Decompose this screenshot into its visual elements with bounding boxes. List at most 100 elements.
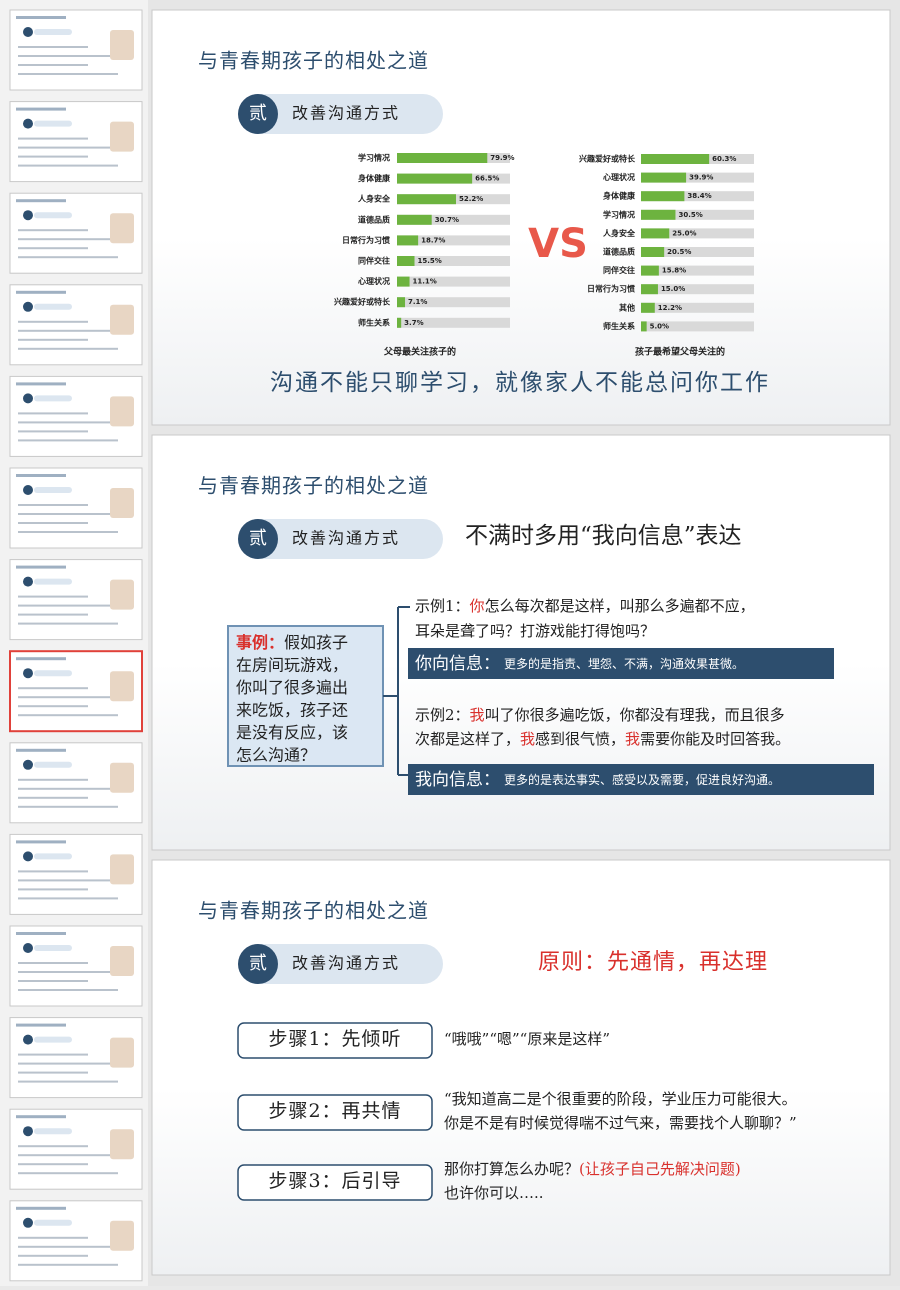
thumbnail-text-line <box>18 137 88 140</box>
thumbnail-text-line <box>18 714 118 717</box>
info-box <box>408 764 874 795</box>
slide-thumbnail[interactable] <box>9 1017 143 1099</box>
thumbnail-text-line <box>18 1145 88 1148</box>
thumbnail-badge <box>23 851 33 862</box>
bar <box>641 191 685 202</box>
category-label: 学习情况 <box>603 209 635 219</box>
thumbnail-pill <box>34 487 72 493</box>
thumbnail-badge <box>23 1217 33 1228</box>
thumbnail-text-line <box>18 73 118 75</box>
bar <box>641 321 647 332</box>
thumbnail-pill <box>34 761 72 768</box>
thumbnail-text-line <box>18 1254 88 1257</box>
step-text: “我知道高二是个很重要的阶段，学业压力可能很大。 <box>444 1090 797 1108</box>
bar-chart: 学习情况 79.9% 身体健康 66.5% 人身安全 52.2% 道德品质 30.7% 日常行为… <box>334 153 515 358</box>
bar <box>641 247 665 257</box>
bar-track <box>641 247 754 257</box>
thumbnail-badge <box>23 943 33 953</box>
step-box <box>237 1094 433 1131</box>
thumbnail-title-line <box>16 474 66 477</box>
value-label: 11.1% <box>413 278 437 286</box>
thumbnail-badge <box>23 1034 33 1045</box>
category-label: 其他 <box>619 302 635 312</box>
value-label: 15.0% <box>661 285 685 293</box>
slide-thumbnail[interactable] <box>9 925 143 1007</box>
bar <box>397 297 406 308</box>
thumbnail-image <box>110 762 134 793</box>
value-label: 20.5% <box>667 248 691 256</box>
slide-thumbnail[interactable] <box>9 284 143 366</box>
thumbnail-pill <box>34 1219 72 1226</box>
thumbnail-text-line <box>18 1154 118 1157</box>
step-box <box>237 1164 433 1201</box>
thumbnail-text-line <box>18 155 88 158</box>
bar <box>641 265 659 276</box>
step-label: 步骤1：先倾听 <box>268 1028 401 1050</box>
step-label: 步骤2：再共情 <box>268 1100 401 1122</box>
category-label: 身体健康 <box>603 191 636 201</box>
category-label: 同伴交往 <box>603 265 635 275</box>
bar-track <box>641 265 754 276</box>
value-label: 30.7% <box>435 216 459 224</box>
thumbnail-title-line <box>16 932 66 935</box>
thumbnail-text-line <box>18 1163 88 1166</box>
value-label: 38.4% <box>687 192 711 200</box>
section-title: 改善沟通方式 <box>292 529 400 548</box>
thumbnail-title-line <box>16 1115 66 1119</box>
text-segment: 你是不是有时候觉得喘不过气来，需要找个人聊聊？” <box>444 1114 797 1132</box>
bar-track <box>397 214 510 225</box>
case-box <box>227 625 384 767</box>
category-label: 身体健康 <box>358 173 391 183</box>
value-label: 30.5% <box>678 211 702 219</box>
bar-track <box>397 317 510 328</box>
bar-track <box>641 228 754 239</box>
section-pill <box>238 94 443 134</box>
thumbnail-text-line <box>18 1245 118 1248</box>
thumbnail-text-line <box>18 971 118 973</box>
slide-thumbnail[interactable] <box>9 742 143 824</box>
section-badge <box>238 94 278 134</box>
bar <box>397 235 419 246</box>
bar <box>397 153 488 163</box>
step-text: 那你打算怎么办呢？(让孩子自己先解决问题) <box>444 1160 741 1178</box>
slide-thumbnail[interactable] <box>9 101 143 183</box>
thumbnail-text-line <box>18 55 118 57</box>
thumbnail-text-line <box>18 229 88 232</box>
slide-thumbnail[interactable] <box>9 375 143 457</box>
thumbnail-text-line <box>18 439 118 442</box>
section-title: 改善沟通方式 <box>292 954 400 973</box>
slide-thumbnail[interactable] <box>9 1108 143 1190</box>
info-label: 我向信息： <box>415 770 500 790</box>
bar-track <box>397 276 510 287</box>
bar-track <box>641 321 754 332</box>
thumbnail-badge <box>23 759 33 770</box>
text-segment: 怎么每次都是这样，叫那么多遍都不应， <box>485 597 755 615</box>
slide-thumbnail[interactable] <box>9 1200 143 1282</box>
text-segment: 我 <box>625 730 640 748</box>
thumbnail-badge <box>23 668 33 679</box>
example-text: 次都是这样了，我感到很气愤，我需要你能及时回答我。 <box>415 730 790 748</box>
thumbnail-image <box>110 30 134 60</box>
slide-thumbnail[interactable] <box>9 192 143 274</box>
thumbnail-text-line <box>18 1263 118 1266</box>
slide-thumbnail[interactable] <box>9 559 143 641</box>
thumbnail-title-line <box>16 565 66 569</box>
slide-thumbnail[interactable] <box>9 650 143 733</box>
slide-thumbnail[interactable] <box>9 9 143 91</box>
example-text: 示例2：我叫了你很多遍吃饭，你都没有理我，而且很多 <box>415 706 785 724</box>
thumbnail-title-line <box>16 1023 66 1027</box>
bar-track <box>397 256 510 266</box>
slide-thumbnail[interactable] <box>9 467 143 549</box>
thumbnail-badge <box>23 1126 33 1137</box>
thumbnail-text-line <box>18 1071 88 1074</box>
case-text: 你叫了很多遍出 <box>236 678 348 697</box>
thumbnail-text-line <box>18 687 88 690</box>
slide-thumbnail[interactable] <box>9 833 143 915</box>
thumbnail-title-line <box>16 382 66 386</box>
thumbnail-badge <box>23 393 33 404</box>
slide-canvas <box>151 859 891 1276</box>
